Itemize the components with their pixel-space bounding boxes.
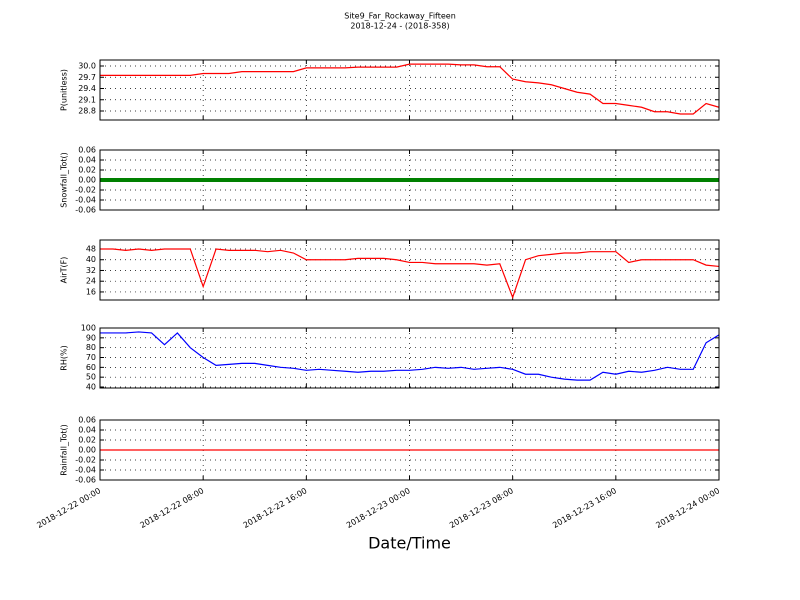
y-tick-label: 24 <box>86 277 96 286</box>
y-tick-label: 32 <box>86 266 96 275</box>
plot-frame <box>99 327 720 389</box>
y-tick-label: 29.7 <box>78 73 96 82</box>
y-axis-label: AirT(F) <box>60 257 69 284</box>
y-tick-label: 70 <box>86 353 96 362</box>
y-tick-label: 40 <box>86 383 96 392</box>
y-tick-label: 0.02 <box>78 436 96 445</box>
y-tick-label: -0.02 <box>75 456 96 465</box>
y-tick-label: 60 <box>86 363 96 372</box>
y-tick-label: 29.1 <box>78 95 96 104</box>
y-tick-label: 0.00 <box>78 446 96 455</box>
y-tick-label: 0.06 <box>78 146 96 155</box>
plot-frame <box>99 59 720 121</box>
data-line <box>100 63 720 115</box>
plot-frame <box>99 419 720 481</box>
y-tick-label: 50 <box>86 373 96 382</box>
y-tick-label: 0.04 <box>78 426 96 435</box>
chart-subtitle: 2018-12-24 - (2018-358) <box>350 22 449 31</box>
y-tick-label: 100 <box>81 324 96 333</box>
y-tick-label: 48 <box>86 244 96 253</box>
y-tick-label: 0.04 <box>78 156 96 165</box>
y-tick-label: 80 <box>86 343 96 352</box>
y-tick-label: -0.06 <box>75 476 96 485</box>
data-line <box>100 248 720 300</box>
y-tick-label: 16 <box>86 287 96 296</box>
y-axis-label: RH(%) <box>60 345 69 370</box>
plot-frame <box>99 149 720 211</box>
plot-frame <box>99 239 720 301</box>
y-tick-label: 90 <box>86 333 96 342</box>
x-axis-label: Date/Time <box>368 534 451 553</box>
y-tick-label: -0.04 <box>75 466 96 475</box>
y-tick-label: -0.04 <box>75 196 96 205</box>
y-tick-label: 29.4 <box>78 84 96 93</box>
y-axis-label: Rainfall_Tot() <box>60 424 69 476</box>
y-axis-label: P(unitless) <box>60 69 69 111</box>
y-tick-label: 30.0 <box>78 62 96 71</box>
y-tick-label: -0.02 <box>75 186 96 195</box>
chart-title: Site9_Far_Rockaway_Fifteen <box>344 12 456 21</box>
y-tick-label: 28.8 <box>78 107 96 116</box>
y-tick-label: -0.06 <box>75 206 96 215</box>
y-tick-label: 0.06 <box>78 416 96 425</box>
y-axis-label: Snowfall_Tot() <box>60 152 69 208</box>
y-tick-label: 0.02 <box>78 166 96 175</box>
y-tick-label: 0.00 <box>78 176 96 185</box>
data-line <box>100 331 720 381</box>
y-tick-label: 40 <box>86 255 96 264</box>
